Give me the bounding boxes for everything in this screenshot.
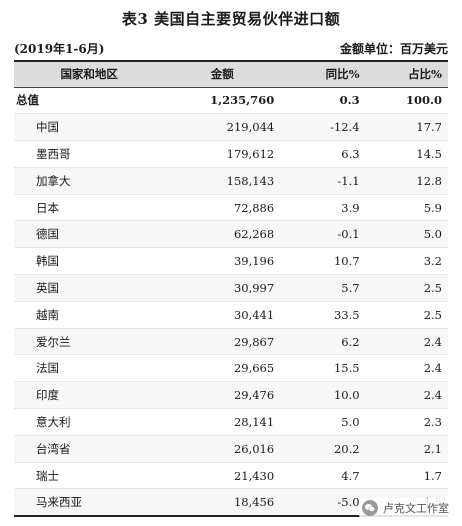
- amount-cell: 62,268: [164, 220, 281, 249]
- amount-cell: 26,016: [164, 435, 281, 463]
- amount-cell: 39,196: [164, 247, 281, 276]
- country-cell: 意大利: [14, 408, 165, 436]
- share-cell: 14.5: [365, 140, 448, 168]
- country-cell: 加拿大: [14, 167, 165, 195]
- share-cell: 1.7: [365, 462, 448, 490]
- table-row: 韩国 39,196 10.7 3.2: [14, 247, 448, 276]
- share-cell: 100.0: [365, 87, 448, 115]
- country-cell: 瑞士: [14, 462, 165, 490]
- yoy-cell: 0.3: [280, 87, 366, 115]
- amount-cell: 28,141: [164, 408, 281, 436]
- header-row: 国家和地区 金额 同比% 占比%: [14, 60, 448, 88]
- amount-cell: 158,143: [164, 167, 281, 195]
- country-cell: 法国: [14, 354, 165, 383]
- amount-cell: 1,235,760: [164, 87, 281, 115]
- col-header-amount: 金额: [164, 60, 281, 88]
- table-row: 中国 219,044 -12.4 17.7: [14, 113, 448, 142]
- amount-cell: 29,867: [164, 328, 281, 356]
- table-row: 意大利 28,141 5.0 2.3: [14, 408, 448, 436]
- yoy-cell: 15.5: [280, 354, 366, 383]
- country-cell: 马来西亚: [14, 488, 165, 517]
- yoy-cell: 5.7: [280, 274, 366, 302]
- share-cell: 5.9: [365, 194, 448, 222]
- table-header: 国家和地区 金额 同比% 占比%: [14, 60, 448, 88]
- amount-cell: 219,044: [164, 113, 281, 142]
- share-cell: 12.8: [365, 167, 448, 195]
- table-body: 总值 1,235,760 0.3 100.0 中国 219,044 -12.4 17.7 墨西哥…: [14, 87, 448, 517]
- table-row: 法国 29,665 15.5 2.4: [14, 354, 448, 383]
- table-row: 英国 30,997 5.7 2.5: [14, 274, 448, 302]
- table-row: 爱尔兰 29,867 6.2 2.4: [14, 328, 448, 356]
- table-row: 日本 72,886 3.9 5.9: [14, 194, 448, 222]
- wechat-icon: [362, 500, 378, 516]
- share-cell: 2.4: [365, 354, 448, 383]
- import-table: 国家和地区 金额 同比% 占比% 总值 1,235,760 0.3 100.0 中国 21…: [14, 60, 448, 517]
- amount-cell: 29,665: [164, 354, 281, 383]
- yoy-cell: 5.0: [280, 408, 366, 436]
- country-cell: 英国: [14, 274, 165, 302]
- amount-cell: 179,612: [164, 140, 281, 168]
- yoy-cell: -1.1: [280, 167, 366, 195]
- col-header-share: 占比%: [365, 60, 448, 88]
- period-label: (2019年1-6月): [14, 42, 105, 56]
- col-header-country: 国家和地区: [14, 60, 165, 88]
- table-row: 印度 29,476 10.0 2.4: [14, 381, 448, 410]
- country-cell: 墨西哥: [14, 140, 165, 168]
- share-cell: 3.2: [365, 247, 448, 276]
- table-row: 台湾省 26,016 20.2 2.1: [14, 435, 448, 463]
- watermark: 卢克文工作室: [359, 498, 454, 518]
- country-cell: 中国: [14, 113, 165, 142]
- amount-cell: 29,476: [164, 381, 281, 410]
- yoy-cell: 10.0: [280, 381, 366, 410]
- table-row: 墨西哥 179,612 6.3 14.5: [14, 140, 448, 168]
- country-cell: 韩国: [14, 247, 165, 276]
- share-cell: 2.1: [365, 435, 448, 463]
- share-cell: 2.5: [365, 301, 448, 329]
- yoy-cell: 4.7: [280, 462, 366, 490]
- table-row: 加拿大 158,143 -1.1 12.8: [14, 167, 448, 195]
- share-cell: 2.4: [365, 328, 448, 356]
- yoy-cell: 33.5: [280, 301, 366, 329]
- country-cell: 德国: [14, 220, 165, 249]
- yoy-cell: 6.3: [280, 140, 366, 168]
- table-row: 越南 30,441 33.5 2.5: [14, 301, 448, 329]
- yoy-cell: 10.7: [280, 247, 366, 276]
- unit-label: 金额单位：百万美元: [339, 42, 448, 56]
- yoy-cell: -5.0: [280, 488, 366, 517]
- country-cell: 总值: [14, 87, 165, 115]
- watermark-text: 卢克文工作室: [383, 502, 449, 515]
- share-cell: 5.0: [365, 220, 448, 249]
- table-title: 表3 美国自主要贸易伙伴进口额: [121, 10, 341, 28]
- table-row: 德国 62,268 -0.1 5.0: [14, 220, 448, 249]
- yoy-cell: 3.9: [280, 194, 366, 222]
- amount-cell: 30,441: [164, 301, 281, 329]
- country-cell: 台湾省: [14, 435, 165, 463]
- col-header-yoy: 同比%: [280, 60, 366, 88]
- total-row: 总值 1,235,760 0.3 100.0: [14, 87, 448, 115]
- amount-cell: 21,430: [164, 462, 281, 490]
- country-cell: 越南: [14, 301, 165, 329]
- country-cell: 印度: [14, 381, 165, 410]
- country-cell: 日本: [14, 194, 165, 222]
- share-cell: 17.7: [365, 113, 448, 142]
- amount-cell: 72,886: [164, 194, 281, 222]
- yoy-cell: 6.2: [280, 328, 366, 356]
- amount-cell: 30,997: [164, 274, 281, 302]
- share-cell: 2.4: [365, 381, 448, 410]
- country-cell: 爱尔兰: [14, 328, 165, 356]
- yoy-cell: -0.1: [280, 220, 366, 249]
- amount-cell: 18,456: [164, 488, 281, 517]
- table-row: 瑞士 21,430 4.7 1.7: [14, 462, 448, 490]
- share-cell: 2.3: [365, 408, 448, 436]
- yoy-cell: -12.4: [280, 113, 366, 142]
- share-cell: 2.5: [365, 274, 448, 302]
- yoy-cell: 20.2: [280, 435, 366, 463]
